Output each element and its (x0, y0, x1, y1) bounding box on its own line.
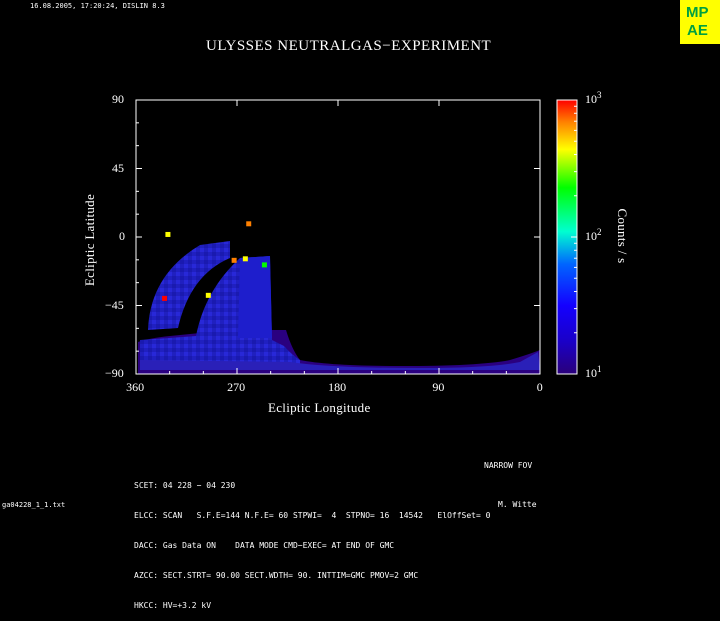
plot-axes (135, 99, 541, 375)
x-tick-label-3: 90 (432, 380, 445, 394)
swath-column (238, 256, 272, 338)
y-tick-label-4: −90 (105, 366, 124, 380)
hotspot-4 (261, 262, 267, 268)
footer-line-azcc: AZCC: SECT.STRT= 90.00 SECT.WDTH= 90. IN… (134, 571, 419, 580)
logo-top: MP (686, 4, 709, 21)
colorbar-tick-base: 10 (585, 92, 597, 106)
filename-label: ga04228_1_1.txt (2, 501, 66, 509)
footer-block: SCET: 04 228 − 04 230 ELCC: SCAN S.F.E=1… (134, 461, 490, 621)
y-axis-label: Ecliptic Latitude (82, 193, 97, 287)
plot-frame (135, 99, 541, 375)
x-tick-label-1: 270 (227, 380, 246, 394)
mpae-logo: MP AE (680, 0, 720, 44)
heatmap-chart (135, 99, 578, 375)
x-tick-label-4: 0 (536, 380, 543, 394)
colorbar (556, 99, 578, 375)
x-tick-label-2: 180 (328, 380, 347, 394)
horizontal-band (140, 352, 540, 370)
hotspot-6 (205, 292, 211, 298)
y-tick-label-2: 0 (119, 229, 125, 243)
hotspot-2 (231, 257, 237, 263)
colorbar-tick-label-1: 102 (585, 227, 602, 244)
author-label: M. Witte (498, 500, 537, 509)
footer-line-dacc: DACC: Gas Data ON DATA MODE CMD−EXEC= AT… (134, 541, 395, 550)
y-tick-label-0: 90 (112, 92, 124, 106)
logo-bottom: AE (687, 22, 708, 39)
fov-label: NARROW FOV (484, 461, 533, 470)
hotspot-0 (165, 231, 171, 237)
colorbar-tick-exponent: 3 (597, 90, 602, 100)
hotspot-1 (162, 295, 168, 301)
colorbar-tick-label-2: 101 (585, 364, 602, 381)
arc-swath-inner (148, 241, 230, 330)
colorbar-gradient (557, 100, 577, 374)
colorbar-tick-label-0: 103 (585, 90, 602, 107)
hotspot-3 (242, 256, 248, 262)
y-tick-label-1: 45 (112, 160, 124, 175)
footer-line-elcc: ELCC: SCAN S.F.E=144 N.F.E= 60 STPWI= 4 … (134, 511, 491, 520)
chart-title: ULYSSES NEUTRALGAS−EXPERIMENT (206, 38, 492, 54)
hotspot-5 (246, 221, 252, 227)
colorbar-tick-base: 10 (585, 366, 597, 380)
colorbar-tick-base: 10 (585, 229, 597, 243)
colorbar-label: Counts / s (615, 208, 630, 264)
heatmap-field (138, 221, 540, 374)
colorbar-tick-exponent: 1 (597, 364, 602, 374)
footer-line-hkcc: HKCC: HV=+3.2 kV (134, 601, 212, 610)
timestamp: 16.08.2005, 17:20:24, DISLIN 8.3 (30, 2, 165, 10)
x-axis-label: Ecliptic Longitude (268, 400, 371, 415)
colorbar-tick-exponent: 2 (597, 227, 602, 237)
y-tick-label-3: −45 (105, 297, 124, 312)
x-tick-label-0: 360 (126, 380, 145, 394)
footer-line-scet: SCET: 04 228 − 04 230 (134, 481, 236, 490)
